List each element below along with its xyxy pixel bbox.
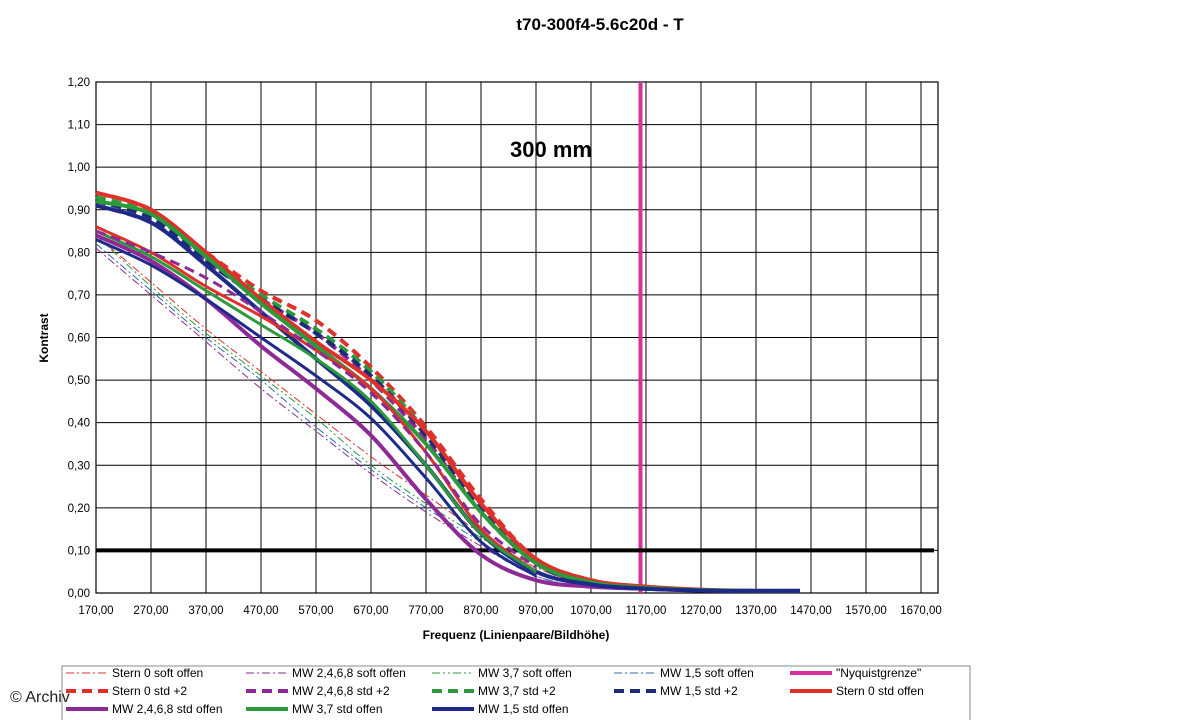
x-tick-label: 270,00 [133, 605, 168, 617]
x-tick-label: 970,00 [518, 605, 553, 617]
x-tick-label: 1270,00 [680, 605, 722, 617]
series-line [95, 203, 801, 593]
y-tick-label: 0,40 [68, 418, 90, 430]
y-tick-label: 0,50 [68, 375, 90, 387]
x-tick-label: 770,00 [408, 605, 443, 617]
tick-labels: 170,00 270,00 370,00 470,00 570,00 670,00 770,… [68, 77, 942, 617]
y-tick-label: 0,30 [68, 460, 90, 472]
y-tick-label: 0,00 [68, 588, 90, 600]
series-line [95, 229, 537, 573]
chart-title: t70-300f4-5.6c20d - T [516, 15, 684, 34]
legend: Stern 0 soft offen MW 2,4,6,8 soft offen M… [61, 665, 971, 720]
x-tick-label: 1570,00 [845, 605, 887, 617]
x-axis-label: Frequenz (Linienpaare/Bildhöhe) [423, 628, 610, 642]
legend-label: MW 3,7 std +2 [478, 684, 556, 698]
reference-lines [96, 82, 934, 593]
legend-label: MW 2,4,6,8 std +2 [292, 684, 390, 698]
y-tick-label: 0,70 [68, 290, 90, 302]
legend-label: "Nyquistgrenze" [836, 666, 921, 680]
legend-label: MW 1,5 soft offen [660, 666, 754, 680]
legend-label: MW 1,5 std +2 [660, 684, 738, 698]
y-tick-label: 0,20 [68, 503, 90, 515]
y-axis-label: Kontrast [37, 313, 51, 362]
y-tick-label: 1,10 [68, 120, 90, 132]
x-tick-label: 570,00 [298, 605, 333, 617]
x-tick-label: 470,00 [243, 605, 278, 617]
focal-length-annotation: 300 mm [510, 137, 592, 162]
credit-watermark: © Archiv [10, 689, 70, 706]
y-tick-label: 1,00 [68, 162, 90, 174]
x-tick-label: 1470,00 [790, 605, 832, 617]
grid [95, 81, 939, 594]
y-tick-label: 1,20 [68, 77, 90, 89]
y-tick-label: 0,80 [68, 247, 90, 259]
x-tick-label: 370,00 [188, 605, 223, 617]
y-tick-label: 0,10 [68, 545, 90, 557]
series-line [95, 234, 592, 585]
x-tick-label: 1670,00 [900, 605, 942, 617]
series-line [95, 238, 537, 578]
legend-label: MW 2,4,6,8 soft offen [292, 666, 406, 680]
series-lines [95, 190, 801, 593]
x-tick-label: 870,00 [463, 605, 498, 617]
legend-label: MW 3,7 soft offen [478, 666, 572, 680]
legend-label: Stern 0 std +2 [112, 684, 187, 698]
legend-label: Stern 0 std offen [836, 684, 924, 698]
legend-label: MW 3,7 std offen [292, 702, 383, 716]
x-tick-label: 170,00 [78, 605, 113, 617]
x-tick-label: 670,00 [353, 605, 388, 617]
x-tick-label: 1170,00 [626, 605, 667, 617]
series-line [95, 229, 537, 569]
series-line [95, 243, 592, 590]
legend-label: MW 1,5 std offen [478, 702, 569, 716]
x-tick-label: 1370,00 [735, 605, 777, 617]
y-tick-label: 0,90 [68, 205, 90, 217]
legend-label: MW 2,4,6,8 std offen [112, 702, 223, 716]
legend-label: Stern 0 soft offen [112, 666, 203, 680]
x-tick-label: 1070,00 [570, 605, 612, 617]
y-tick-label: 0,60 [68, 333, 90, 345]
series-line [95, 234, 647, 590]
